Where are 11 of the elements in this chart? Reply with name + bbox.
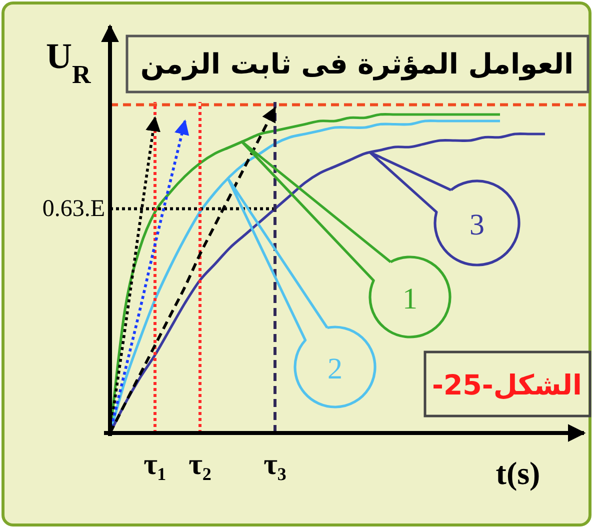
chart-title: العوامل المؤثرة فى ثابت الزمن	[140, 48, 574, 80]
x-tick-label: τ₃	[264, 448, 286, 481]
text: 3	[470, 208, 484, 242]
ref-line-label: 0.63.E	[42, 196, 105, 222]
x-tick-label: τ₂	[188, 448, 212, 481]
x-axis-title: t(s)	[496, 455, 540, 491]
x-tick-label: τ₁	[144, 448, 166, 481]
text: 2	[328, 352, 342, 386]
text: 1	[402, 282, 418, 316]
annotation: الشكل-25-	[432, 368, 582, 402]
y-axis-title: U$_{R}$	[46, 36, 91, 88]
